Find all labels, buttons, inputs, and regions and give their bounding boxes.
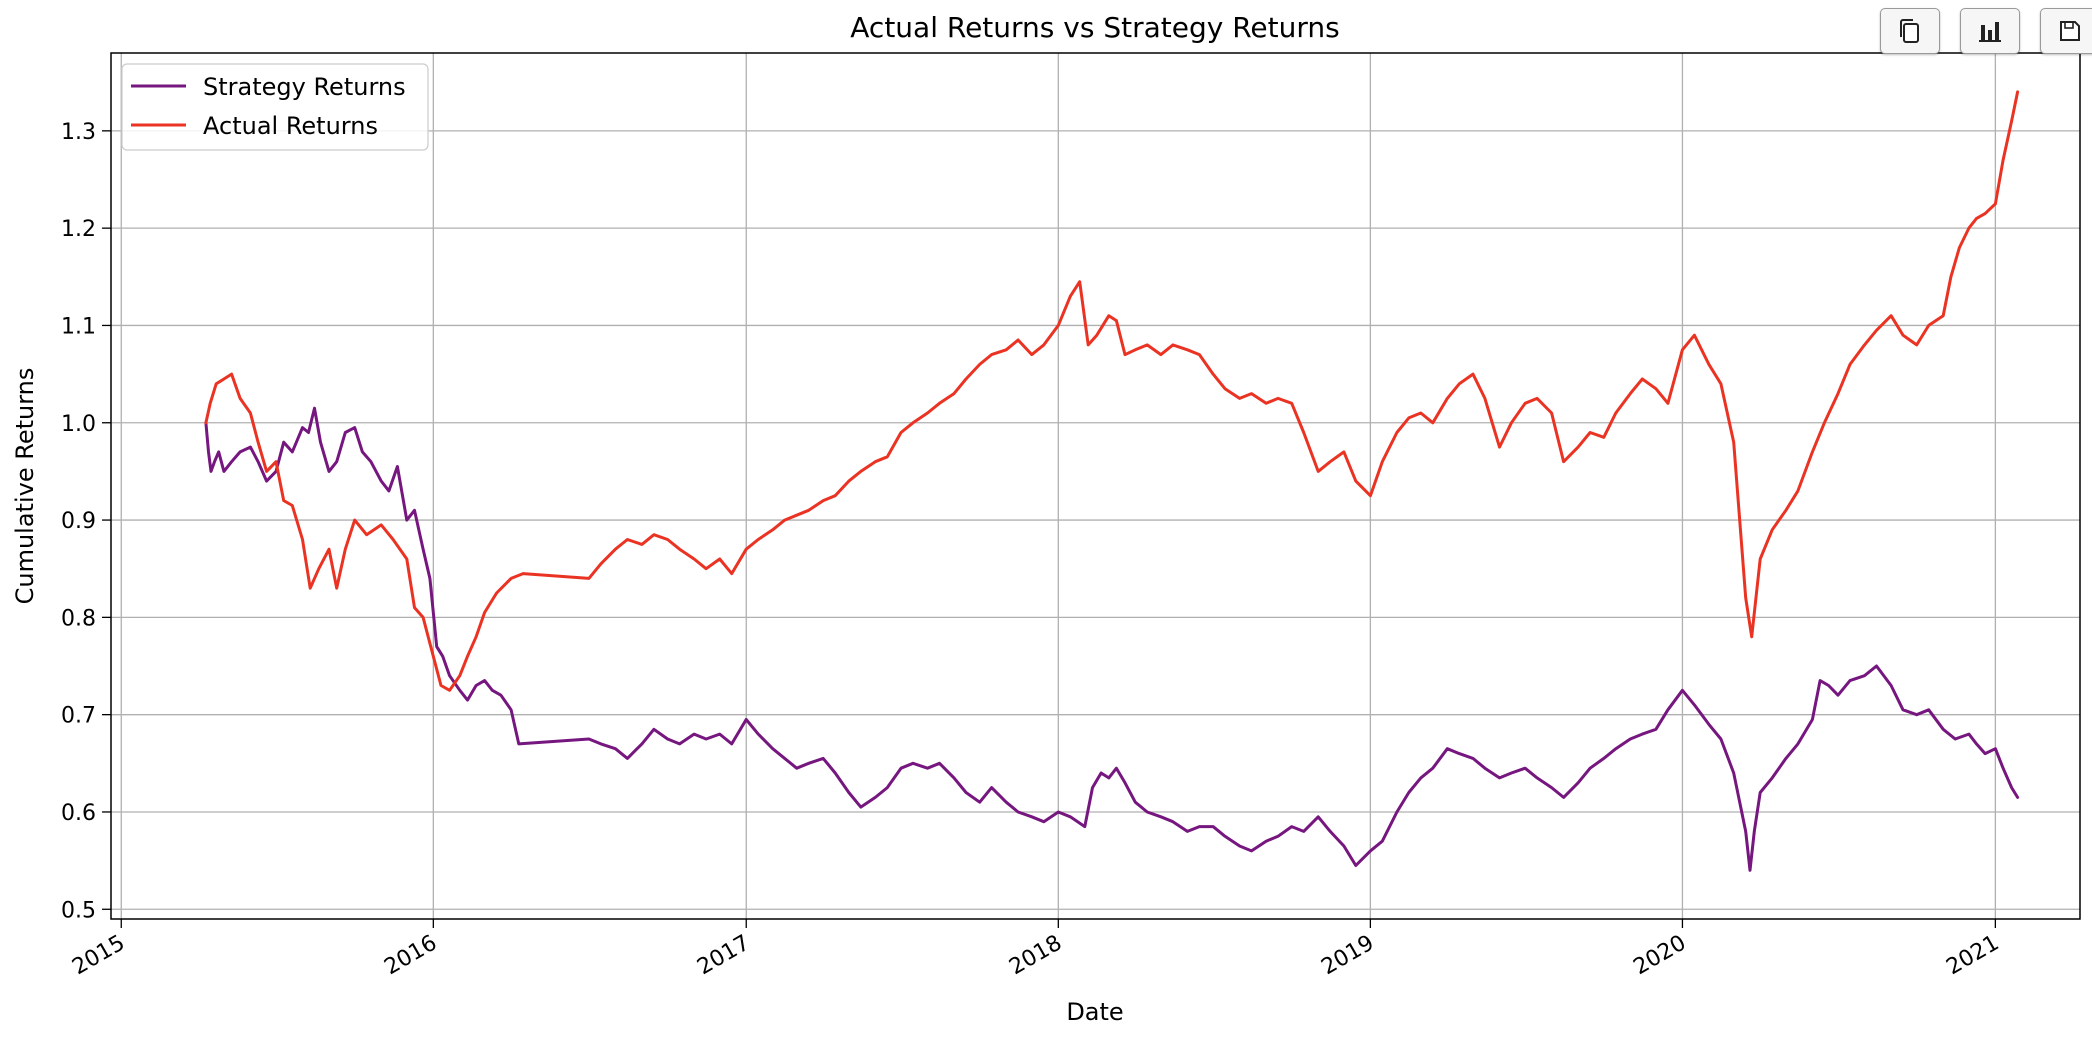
- x-tick-label: 2021: [1942, 931, 2003, 981]
- y-tick-label: 0.5: [61, 898, 96, 923]
- figure-toolbar: [1880, 8, 2092, 58]
- legend-box: [121, 63, 429, 151]
- x-tick-label: 2018: [1005, 931, 1066, 981]
- chart-title: Actual Returns vs Strategy Returns: [850, 11, 1339, 44]
- copy-button[interactable]: [1880, 8, 1940, 54]
- legend: Strategy Returns Actual Returns: [121, 63, 429, 151]
- grid: [111, 53, 2080, 919]
- x-tick-label: 2020: [1629, 931, 1690, 981]
- x-axis-label: Date: [1066, 998, 1123, 1026]
- plot-frame: [110, 52, 2081, 920]
- y-tick-label: 0.7: [61, 704, 96, 729]
- y-tick-label: 0.6: [61, 801, 96, 826]
- save-icon: [2060, 21, 2080, 41]
- axis-ticks: 0.5 0.6 0.7 0.8 0.9 1.0 1.1 1.2 1.3 2015 2016 2017 2…: [61, 120, 2003, 980]
- legend-label-actual-returns: Actual Returns: [203, 112, 378, 140]
- save-button[interactable]: [2040, 8, 2092, 54]
- y-tick-label: 1.1: [61, 314, 96, 339]
- x-tick-label: 2017: [693, 931, 754, 981]
- y-tick-label: 1.0: [61, 412, 96, 437]
- y-tick-label: 1.2: [61, 217, 96, 242]
- y-tick-label: 1.3: [61, 120, 96, 145]
- chart-button[interactable]: [1960, 8, 2020, 54]
- x-tick-label: 2019: [1317, 931, 1378, 981]
- series-line-strategy-returns: [204, 406, 2020, 872]
- y-tick-label: 0.8: [61, 606, 96, 631]
- copy-icon: [1900, 19, 1919, 43]
- bar-chart-icon: [1979, 22, 2001, 42]
- y-axis-label: Cumulative Returns: [11, 368, 39, 605]
- y-tick-label: 0.9: [61, 509, 96, 534]
- series-lines: [204, 90, 2020, 872]
- x-tick-label: 2015: [68, 931, 129, 981]
- x-tick-label: 2016: [380, 931, 441, 981]
- legend-label-strategy-returns: Strategy Returns: [203, 73, 406, 101]
- series-line-actual-returns: [204, 90, 2020, 692]
